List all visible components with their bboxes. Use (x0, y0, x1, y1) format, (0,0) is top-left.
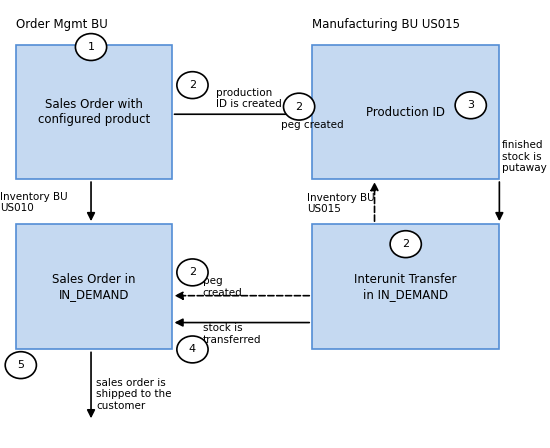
Text: sales order is
shipped to the
customer: sales order is shipped to the customer (96, 378, 172, 411)
FancyBboxPatch shape (15, 45, 172, 179)
Text: Sales Order with
configured product: Sales Order with configured product (37, 98, 150, 126)
Circle shape (177, 72, 208, 99)
Circle shape (177, 336, 208, 363)
Text: 2: 2 (189, 80, 196, 90)
Text: stock is
transferred: stock is transferred (203, 323, 261, 345)
Text: 2: 2 (189, 267, 196, 277)
Circle shape (177, 259, 208, 286)
Text: Inventory BU
US010: Inventory BU US010 (0, 192, 68, 213)
Text: 1: 1 (87, 42, 95, 52)
Text: 3: 3 (468, 100, 474, 110)
Circle shape (75, 34, 107, 60)
FancyBboxPatch shape (312, 45, 499, 179)
Text: Interunit Transfer
in IN_DEMAND: Interunit Transfer in IN_DEMAND (355, 273, 457, 301)
Text: Inventory BU
US015: Inventory BU US015 (307, 193, 375, 214)
Circle shape (5, 352, 36, 379)
FancyBboxPatch shape (15, 224, 172, 349)
Text: 2: 2 (295, 102, 303, 112)
Circle shape (283, 93, 315, 120)
Circle shape (455, 92, 486, 119)
Text: Sales Order in
IN_DEMAND: Sales Order in IN_DEMAND (52, 273, 135, 301)
Text: Production ID: Production ID (366, 105, 446, 119)
Text: production
ID is created: production ID is created (216, 88, 282, 109)
Text: 5: 5 (17, 360, 24, 370)
FancyBboxPatch shape (312, 224, 499, 349)
Text: Manufacturing BU US015: Manufacturing BU US015 (312, 18, 460, 31)
Circle shape (390, 231, 421, 258)
Text: finished
stock is
putaway: finished stock is putaway (502, 140, 547, 173)
Text: 2: 2 (402, 239, 409, 249)
Text: peg created: peg created (281, 121, 344, 130)
Text: peg
created: peg created (203, 276, 243, 297)
Text: 4: 4 (189, 345, 196, 354)
Text: Order Mgmt BU: Order Mgmt BU (15, 18, 107, 31)
